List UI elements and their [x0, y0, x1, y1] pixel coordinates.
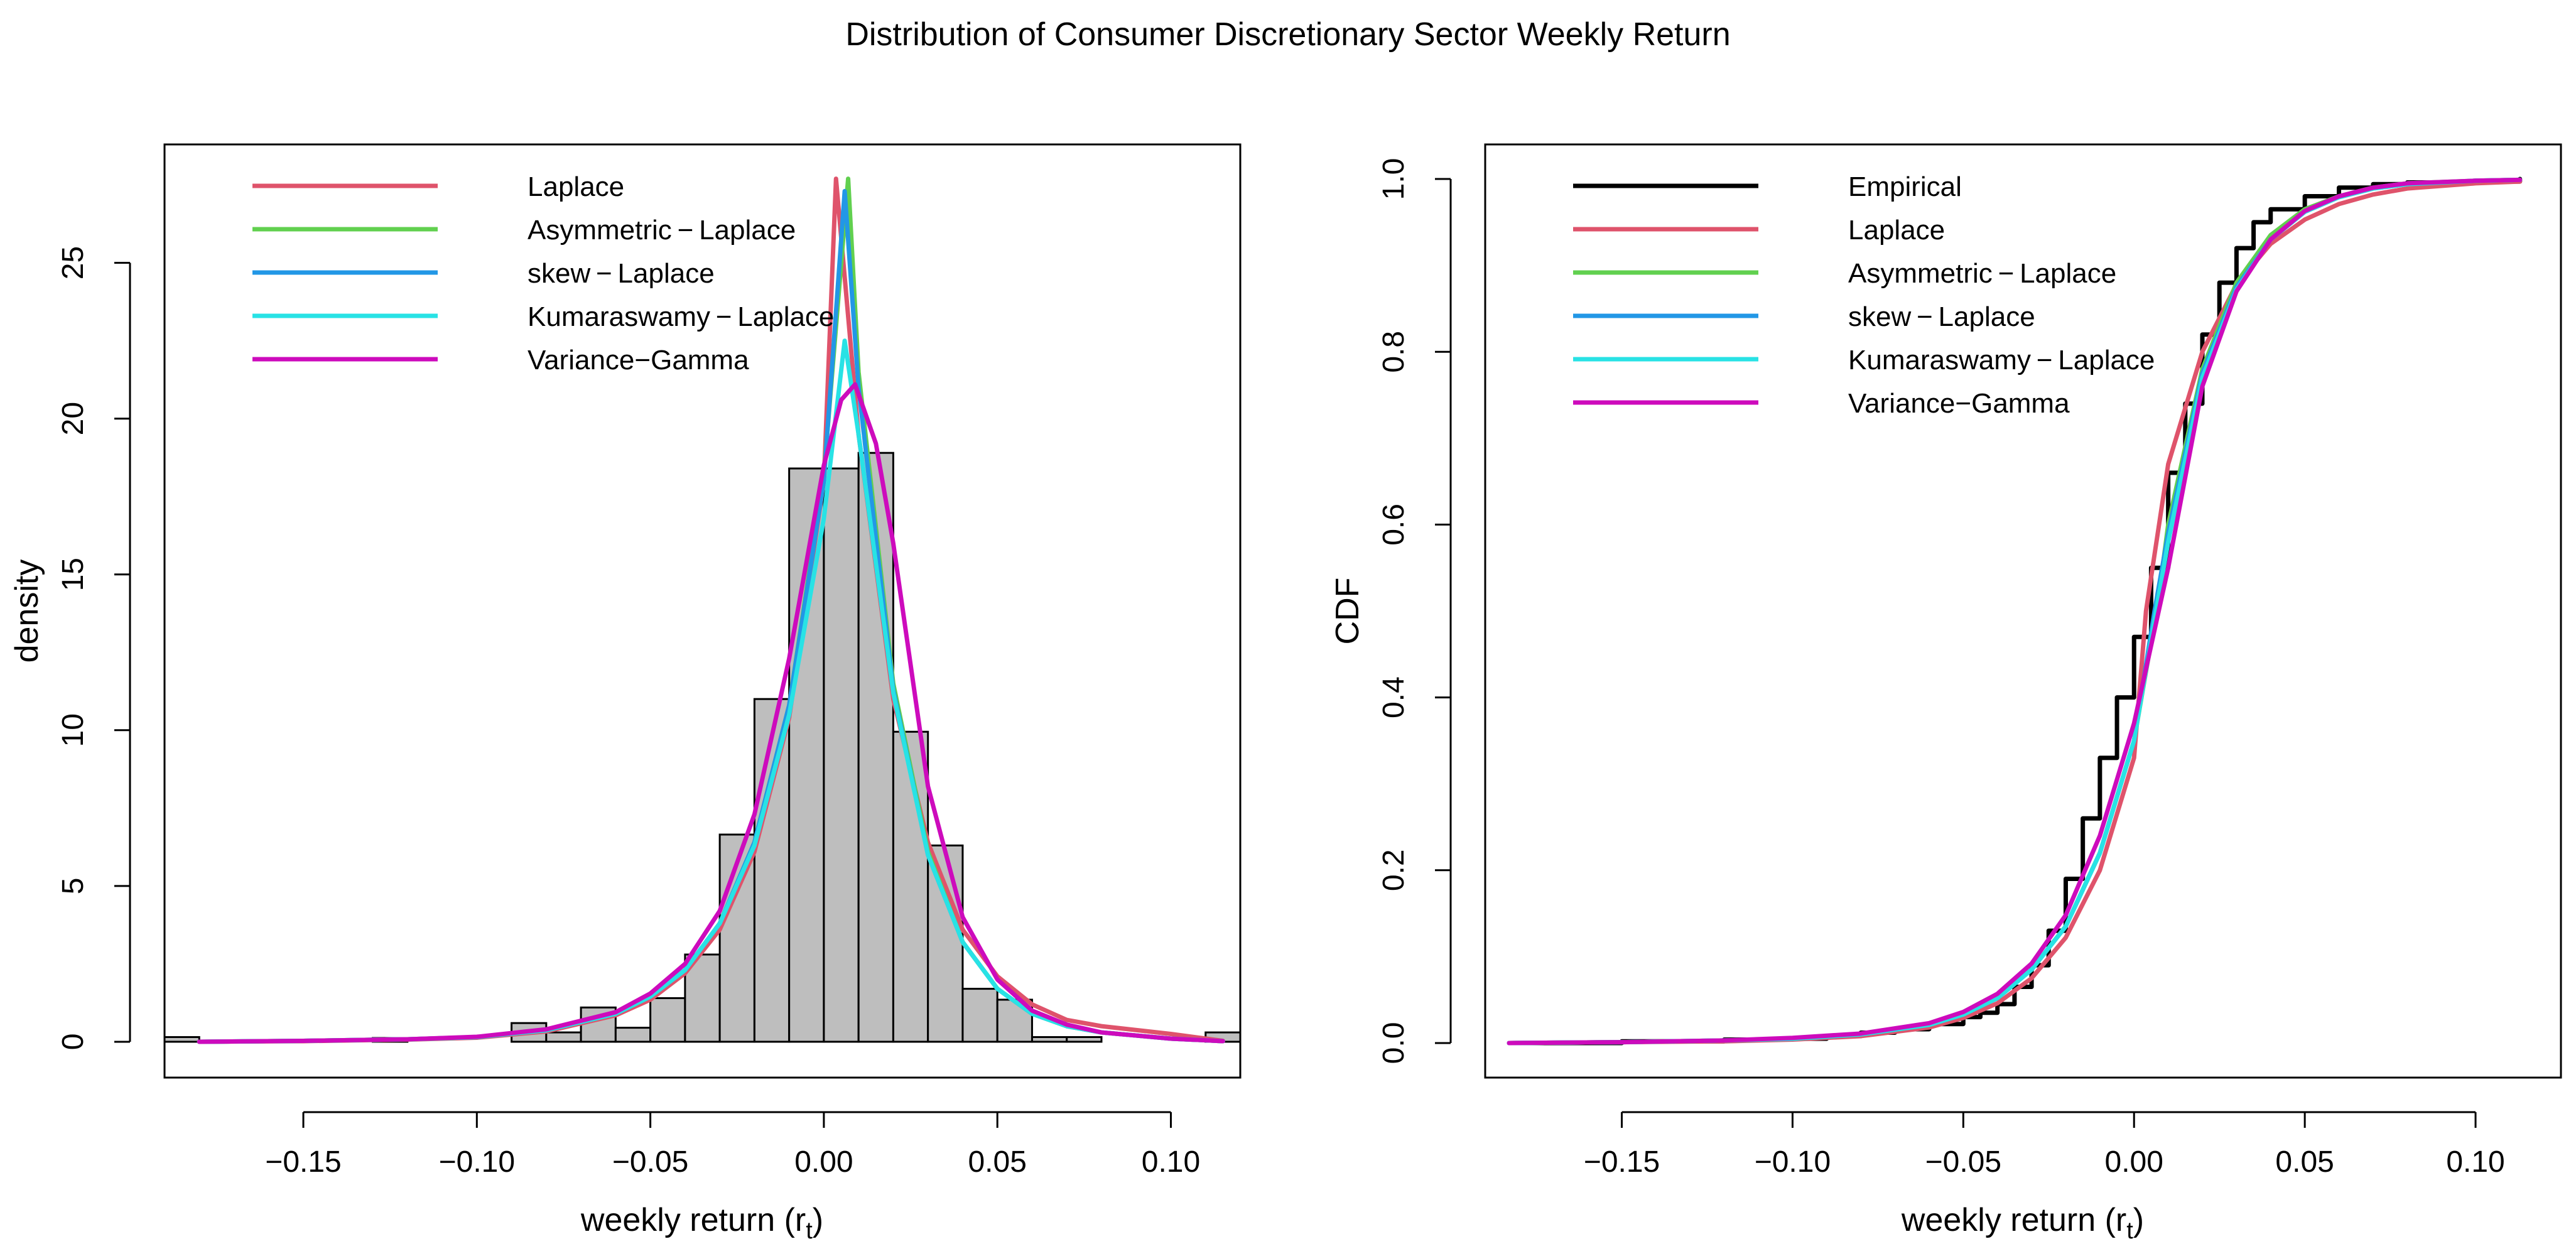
density-x-tick-label: 0.05: [968, 1145, 1026, 1179]
density-histogram-bar: [927, 844, 964, 1043]
density-legend-label: skew − Laplace: [528, 258, 715, 289]
cdf-x-tick-label: 0.00: [2105, 1145, 2163, 1179]
density-x-tick-label: 0.00: [794, 1145, 853, 1179]
cdf-y-tick-label: 0.2: [1377, 849, 1410, 891]
cdf-series-variance-gamma: [1507, 177, 2523, 1046]
cdf-x-tick-label: −0.10: [1755, 1145, 1831, 1179]
cdf-x-tick-label: 0.05: [2275, 1145, 2334, 1179]
cdf-panel: −0.15 −0.10 −0.05 0.00 0.05 0.10 0.0 0.2 0.4 0.6 0…: [1329, 143, 2562, 1244]
density-x-tick-label: −0.15: [265, 1145, 341, 1179]
cdf-x-tick-label: −0.15: [1584, 1145, 1660, 1179]
density-y-tick-label: 15: [57, 558, 90, 591]
density-x-tick-label: −0.05: [612, 1145, 688, 1179]
cdf-y-tick-label: 0.4: [1377, 676, 1410, 718]
density-legend-label: Asymmetric − Laplace: [528, 215, 796, 246]
density-histogram-bar: [649, 997, 686, 1043]
density-y-tick-label: 5: [57, 878, 90, 895]
cdf-y-tick-label: 0.6: [1377, 504, 1410, 546]
density-series-variance-gamma: [197, 382, 1225, 1044]
cdf-legend-label: Variance−Gamma: [1848, 388, 2070, 419]
density-histogram-bar: [996, 998, 1033, 1043]
cdf-x-tick-label: 0.10: [2446, 1145, 2504, 1179]
cdf-y-tick-label: 1.0: [1377, 158, 1410, 200]
density-histogram-bar: [961, 988, 998, 1043]
density-histogram-bar: [1031, 1036, 1068, 1043]
density-x-tick-label: −0.10: [439, 1145, 515, 1179]
density-y-tick-label: 0: [57, 1034, 90, 1051]
cdf-legend-label: Asymmetric − Laplace: [1848, 258, 2116, 289]
density-legend-label: Laplace: [528, 171, 624, 202]
figure-title: Distribution of Consumer Discretionary S…: [845, 16, 1730, 53]
cdf-y-axis-title: CDF: [1329, 578, 1366, 645]
density-legend-label: Variance−Gamma: [528, 345, 749, 376]
density-x-tick-label: 0.10: [1142, 1145, 1200, 1179]
density-y-tick-label: 20: [57, 402, 90, 435]
cdf-legend-label: Empirical: [1848, 171, 1962, 202]
density-plot-frame: [163, 143, 1242, 1079]
density-panel: −0.15 −0.10 −0.05 0.00 0.05 0.10 0 5 10 15 20 25 wee…: [9, 143, 1242, 1244]
cdf-legend-label: skew − Laplace: [1848, 301, 2035, 332]
cdf-y-tick-label: 0.0: [1377, 1022, 1410, 1064]
density-histogram-bar: [163, 1036, 200, 1043]
cdf-x-axis-title: weekly return (rt): [1901, 1202, 2144, 1244]
density-histogram-bar: [823, 467, 860, 1043]
cdf-legend-label: Kumaraswamy − Laplace: [1848, 345, 2155, 376]
density-histogram-bar: [1066, 1036, 1103, 1043]
density-series-kumaraswamy-laplace: [197, 338, 1225, 1044]
density-histogram-bar: [545, 1031, 582, 1043]
cdf-x-tick-label: −0.05: [1925, 1145, 2001, 1179]
density-y-tick-label: 10: [57, 713, 90, 747]
cdf-y-tick-label: 0.8: [1377, 331, 1410, 373]
cdf-plot-frame: [1484, 143, 2562, 1079]
density-legend-label: Kumaraswamy − Laplace: [528, 301, 834, 332]
density-y-tick-label: 25: [57, 246, 90, 279]
density-histogram-bar: [614, 1027, 652, 1043]
density-x-axis-title: weekly return (rt): [580, 1202, 823, 1244]
density-histogram-bar: [753, 698, 791, 1043]
cdf-legend-label: Laplace: [1848, 215, 1945, 246]
density-y-axis-title: density: [9, 560, 45, 663]
